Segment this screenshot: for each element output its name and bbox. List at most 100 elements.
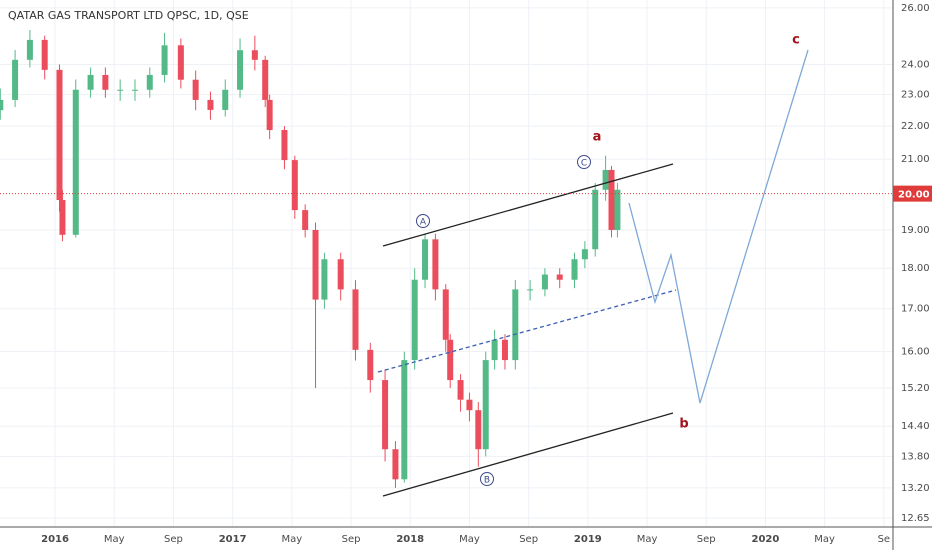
y-tick-label: 15.20 (901, 383, 930, 394)
candle-body (207, 99, 214, 110)
candle-body (41, 39, 48, 70)
candle-body (541, 274, 548, 290)
x-tick-label: Sep (342, 534, 361, 545)
candle-body (382, 380, 389, 450)
candle-body (177, 45, 184, 80)
candle-body (222, 89, 229, 110)
candle-body (442, 289, 449, 340)
y-tick-label: 13.20 (901, 483, 930, 494)
y-tick-label: 18.00 (901, 263, 930, 274)
candle-body (581, 249, 588, 260)
candle-body (26, 39, 33, 60)
candle-body (56, 69, 63, 201)
candle-body (527, 289, 534, 291)
candle-body (87, 74, 94, 90)
candle-body (192, 79, 199, 100)
candle-body (491, 339, 498, 361)
candle-body (501, 339, 508, 361)
y-tick-label: 26.00 (901, 3, 930, 14)
candle-body (614, 189, 621, 230)
x-tick-label: 2020 (752, 534, 780, 545)
wave-label: A (420, 218, 427, 228)
wave-circle (416, 214, 430, 228)
y-tick-label: 22.00 (901, 121, 930, 132)
candle-body (352, 289, 359, 350)
y-tick-label: 17.00 (901, 304, 930, 315)
y-tick-label: 19.00 (901, 225, 930, 236)
y-tick-label: 14.40 (901, 421, 930, 432)
candle-body (512, 289, 519, 361)
chart-title: QATAR GAS TRANSPORT LTD QPSC, 1D, QSE (8, 9, 249, 22)
x-tick-label: Se (878, 534, 891, 545)
y-tick-label: 13.80 (901, 451, 930, 462)
x-tick-label: 2019 (574, 534, 602, 545)
candle-body (337, 259, 344, 290)
candle-body (608, 169, 615, 230)
candle-body (291, 160, 298, 211)
candle-body (447, 339, 454, 381)
candle-body (312, 229, 319, 300)
x-tick-label: Sep (697, 534, 716, 545)
candle-body (466, 399, 473, 411)
x-tick-label: Sep (164, 534, 183, 545)
candle-body (457, 380, 464, 400)
price-box (893, 185, 932, 202)
candle-body (392, 449, 399, 480)
x-tick-label: 2018 (396, 534, 424, 545)
candle-body (302, 210, 309, 230)
x-tick-label: 2017 (219, 534, 247, 545)
candle-body (72, 89, 79, 235)
grid (0, 0, 893, 527)
candle-body (59, 200, 66, 235)
x-tick-label: May (637, 534, 658, 545)
x-tick-label: Sep (519, 534, 538, 545)
x-tick-label: May (282, 534, 303, 545)
wave-label: a (593, 130, 602, 145)
channel-mid (377, 289, 677, 373)
candle-body (592, 189, 599, 250)
candle-body (571, 259, 578, 280)
candle-body (482, 360, 489, 450)
wave-label: c (792, 33, 800, 48)
x-tick-label: May (104, 534, 125, 545)
wave-label: C (581, 159, 587, 169)
wave-circle (577, 155, 591, 169)
y-tick-label: 23.00 (901, 90, 930, 101)
y-tick-label: 24.00 (901, 60, 930, 71)
y-tick-label: 21.00 (901, 154, 930, 165)
candle-body (262, 59, 269, 100)
candle-body (0, 99, 4, 111)
wave-circle (480, 472, 494, 486)
candle-body (411, 279, 418, 361)
candle-body (432, 239, 439, 290)
x-tick-label: May (459, 534, 480, 545)
wave-label: b (679, 417, 688, 432)
projection (628, 49, 809, 404)
channel-top (382, 163, 674, 247)
price-label: 20.00 (898, 190, 930, 201)
x-tick-label: 2016 (41, 534, 69, 545)
y-tick-label: 12.65 (901, 513, 930, 524)
candle-body (237, 50, 244, 90)
candle-body (131, 89, 138, 91)
candles (0, 29, 621, 488)
wave-label: B (484, 476, 490, 486)
y-tick-label: 16.00 (901, 347, 930, 358)
candle-body (266, 99, 273, 131)
candle-body (602, 169, 609, 190)
candle-body (475, 410, 482, 450)
candle-body (117, 89, 124, 91)
x-tick-label: May (814, 534, 835, 545)
candle-body (146, 74, 153, 90)
drawings: a b c A B C (377, 33, 809, 497)
candle-body (422, 239, 429, 280)
channel-bottom (382, 412, 674, 497)
candle-body (401, 360, 408, 480)
candle-body (321, 259, 328, 300)
candle-body (556, 274, 563, 280)
candle-body (102, 74, 109, 90)
candle-body (161, 45, 168, 75)
candle-body (251, 50, 258, 60)
